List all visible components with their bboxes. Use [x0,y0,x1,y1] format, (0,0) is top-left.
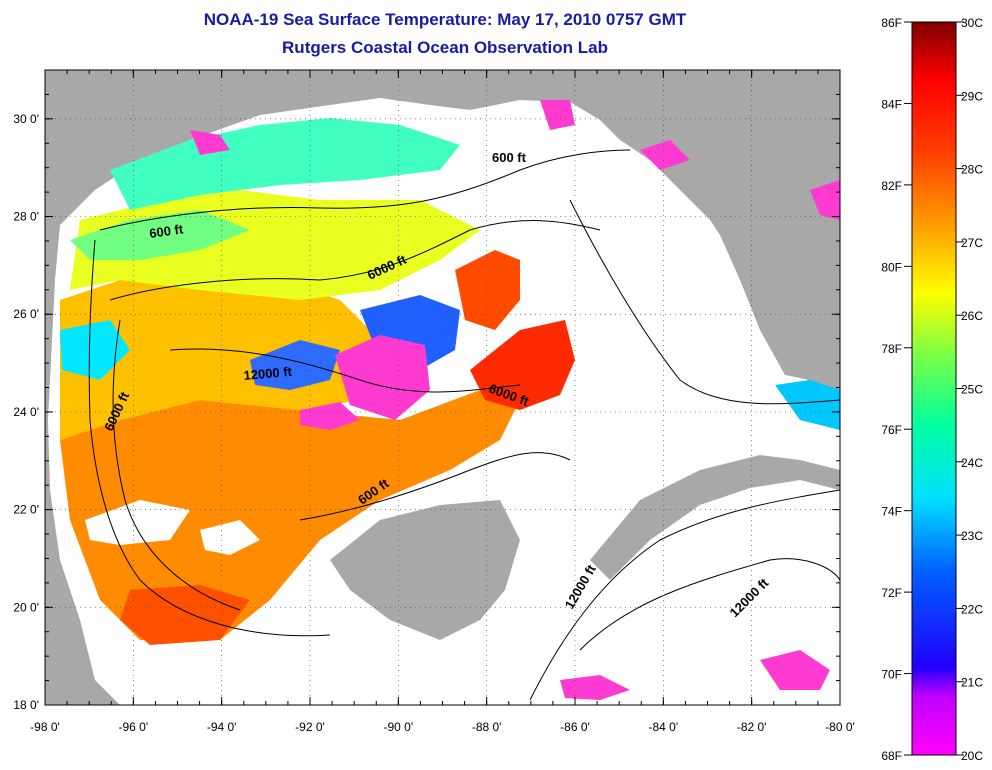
contour-cayman [579,558,840,651]
colorbar-label-f: 84F [881,97,902,111]
y-tick-label: 28 0' [13,210,39,224]
yucatan-land [330,500,520,640]
y-tick-label: 30 0' [13,112,39,126]
contour-600ft-campeche [299,452,571,521]
colorbar-label-f: 78F [881,342,902,356]
colorbar-label-f: 80F [881,260,902,274]
colorbar-label-f: 72F [881,586,902,600]
contour-label: 600 ft [492,150,527,165]
map-title: NOAA-19 Sea Surface Temperature: May 17,… [203,10,687,29]
y-tick-label: 22 0' [13,503,39,517]
contour-6000ft-west [112,319,241,611]
contour-florida-shelf [569,199,840,405]
map-canvas: 600 ft 600 ft 6000 ft 12000 ft 6000 ft 6… [45,70,840,705]
x-tick-label: -84 0' [649,720,679,734]
bathymetry-contours [88,149,840,701]
colorbar-label-c: 29C [961,89,983,103]
x-tick-label: -96 0' [119,720,149,734]
colorbar-label-f: 86F [881,16,902,30]
colorbar-label-f: 82F [881,179,902,193]
x-tick-label: -98 0' [30,720,60,734]
cuba-land [590,455,840,580]
x-tick-label: -90 0' [384,720,414,734]
colorbar-label-f: 70F [881,668,902,682]
colorbar-label-c: 24C [961,456,983,470]
colorbar-label-c: 20C [961,749,983,763]
x-tick-label: -86 0' [560,720,590,734]
colorbar-label-c: 23C [961,529,983,543]
contour-12000ft-south [529,489,840,701]
colorbar-celsius-labels: 30C 29C 28C 27C 26C 25C 24C 23C 22C 21C 20C [956,16,983,763]
contour-label: 12000 ft [243,364,293,383]
y-tick-label: 26 0' [13,307,39,321]
colorbar-label-f: 74F [881,505,902,519]
x-tick-label: -88 0' [472,720,502,734]
x-tick-label: -82 0' [737,720,767,734]
colorbar-label-c: 28C [961,163,983,177]
y-tick-label: 24 0' [13,405,39,419]
graticule-grid [45,70,840,705]
colorbar-label-c: 21C [961,676,983,690]
sst-field [60,100,840,700]
colorbar-label-f: 76F [881,423,902,437]
x-tick-label: -80 0' [825,720,855,734]
x-tick-label: -94 0' [207,720,237,734]
contour-6000ft-central [109,220,601,301]
y-tick-label: 20 0' [13,600,39,614]
colorbar-fahrenheit-labels: 86F 84F 82F 80F 78F 76F 74F 72F 70F 68F [881,16,912,763]
axis-ticks: -98 0' -96 0' -94 0' -92 0' -90 0' -88 0' -86 … [13,69,855,734]
colorbar-label-c: 25C [961,383,983,397]
colorbar-label-f: 68F [881,749,902,763]
y-tick-label: 18 0' [13,698,39,712]
contour-12000ft-central [169,348,521,393]
x-tick-label: -92 0' [295,720,325,734]
colorbar-label-c: 30C [961,16,983,30]
contour-label: 600 ft [148,221,184,241]
colorbar: 86F 84F 82F 80F 78F 76F 74F 72F 70F 68F 30C 29C 28C… [881,16,983,763]
map-subtitle: Rutgers Coastal Ocean Observation Lab [282,38,608,57]
contour-600ft-west [88,239,331,637]
contour-600ft-north [99,149,631,231]
colorbar-label-c: 26C [961,309,983,323]
colorbar-label-c: 27C [961,236,983,250]
colorbar-label-c: 22C [961,602,983,616]
colorbar-gradient [911,21,957,756]
